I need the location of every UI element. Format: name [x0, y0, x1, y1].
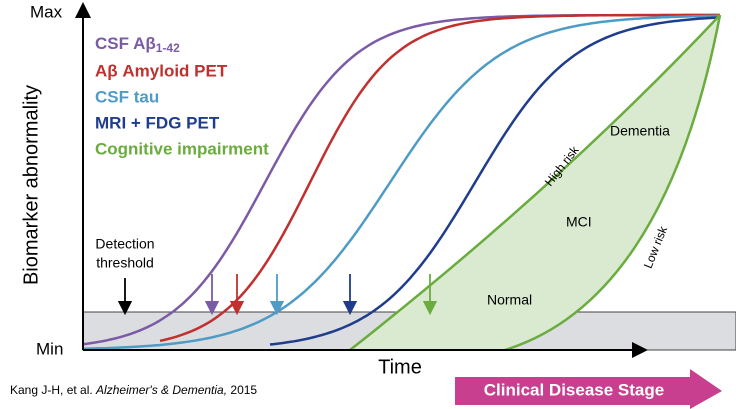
threshold-arrows [117, 274, 438, 316]
stage-arrow [455, 369, 722, 409]
legend-item: CSF tau [95, 87, 159, 106]
cognitive-curve [504, 14, 722, 352]
y-min: Min [36, 339, 63, 358]
legend-item: CSF Aβ1-42 [95, 34, 180, 55]
citation: Kang J-H, et al. Alzheimer's & Dementia,… [10, 383, 257, 397]
y-max: Max [30, 2, 63, 21]
legend-item: MRI + FDG PET [95, 113, 220, 132]
legend-item: Cognitive impairment [95, 139, 269, 158]
stage-label: Clinical Disease Stage [484, 380, 664, 399]
x-label: Time [378, 356, 422, 378]
annotation: threshold [96, 255, 154, 271]
biomarker-curve [159, 13, 720, 343]
biomarker-curve [82, 14, 720, 350]
legend-item: Aβ Amyloid PET [95, 61, 228, 80]
annotation: MCI [566, 214, 592, 230]
annotation: Dementia [610, 123, 670, 139]
curves [82, 13, 722, 352]
biomarker-curve [269, 16, 719, 346]
mci-region [350, 15, 720, 350]
y-label: Biomarker abnormality [20, 85, 42, 285]
annotation: Normal [487, 292, 532, 308]
cognitive-curve [349, 14, 721, 351]
annotation: Detection [95, 236, 154, 252]
